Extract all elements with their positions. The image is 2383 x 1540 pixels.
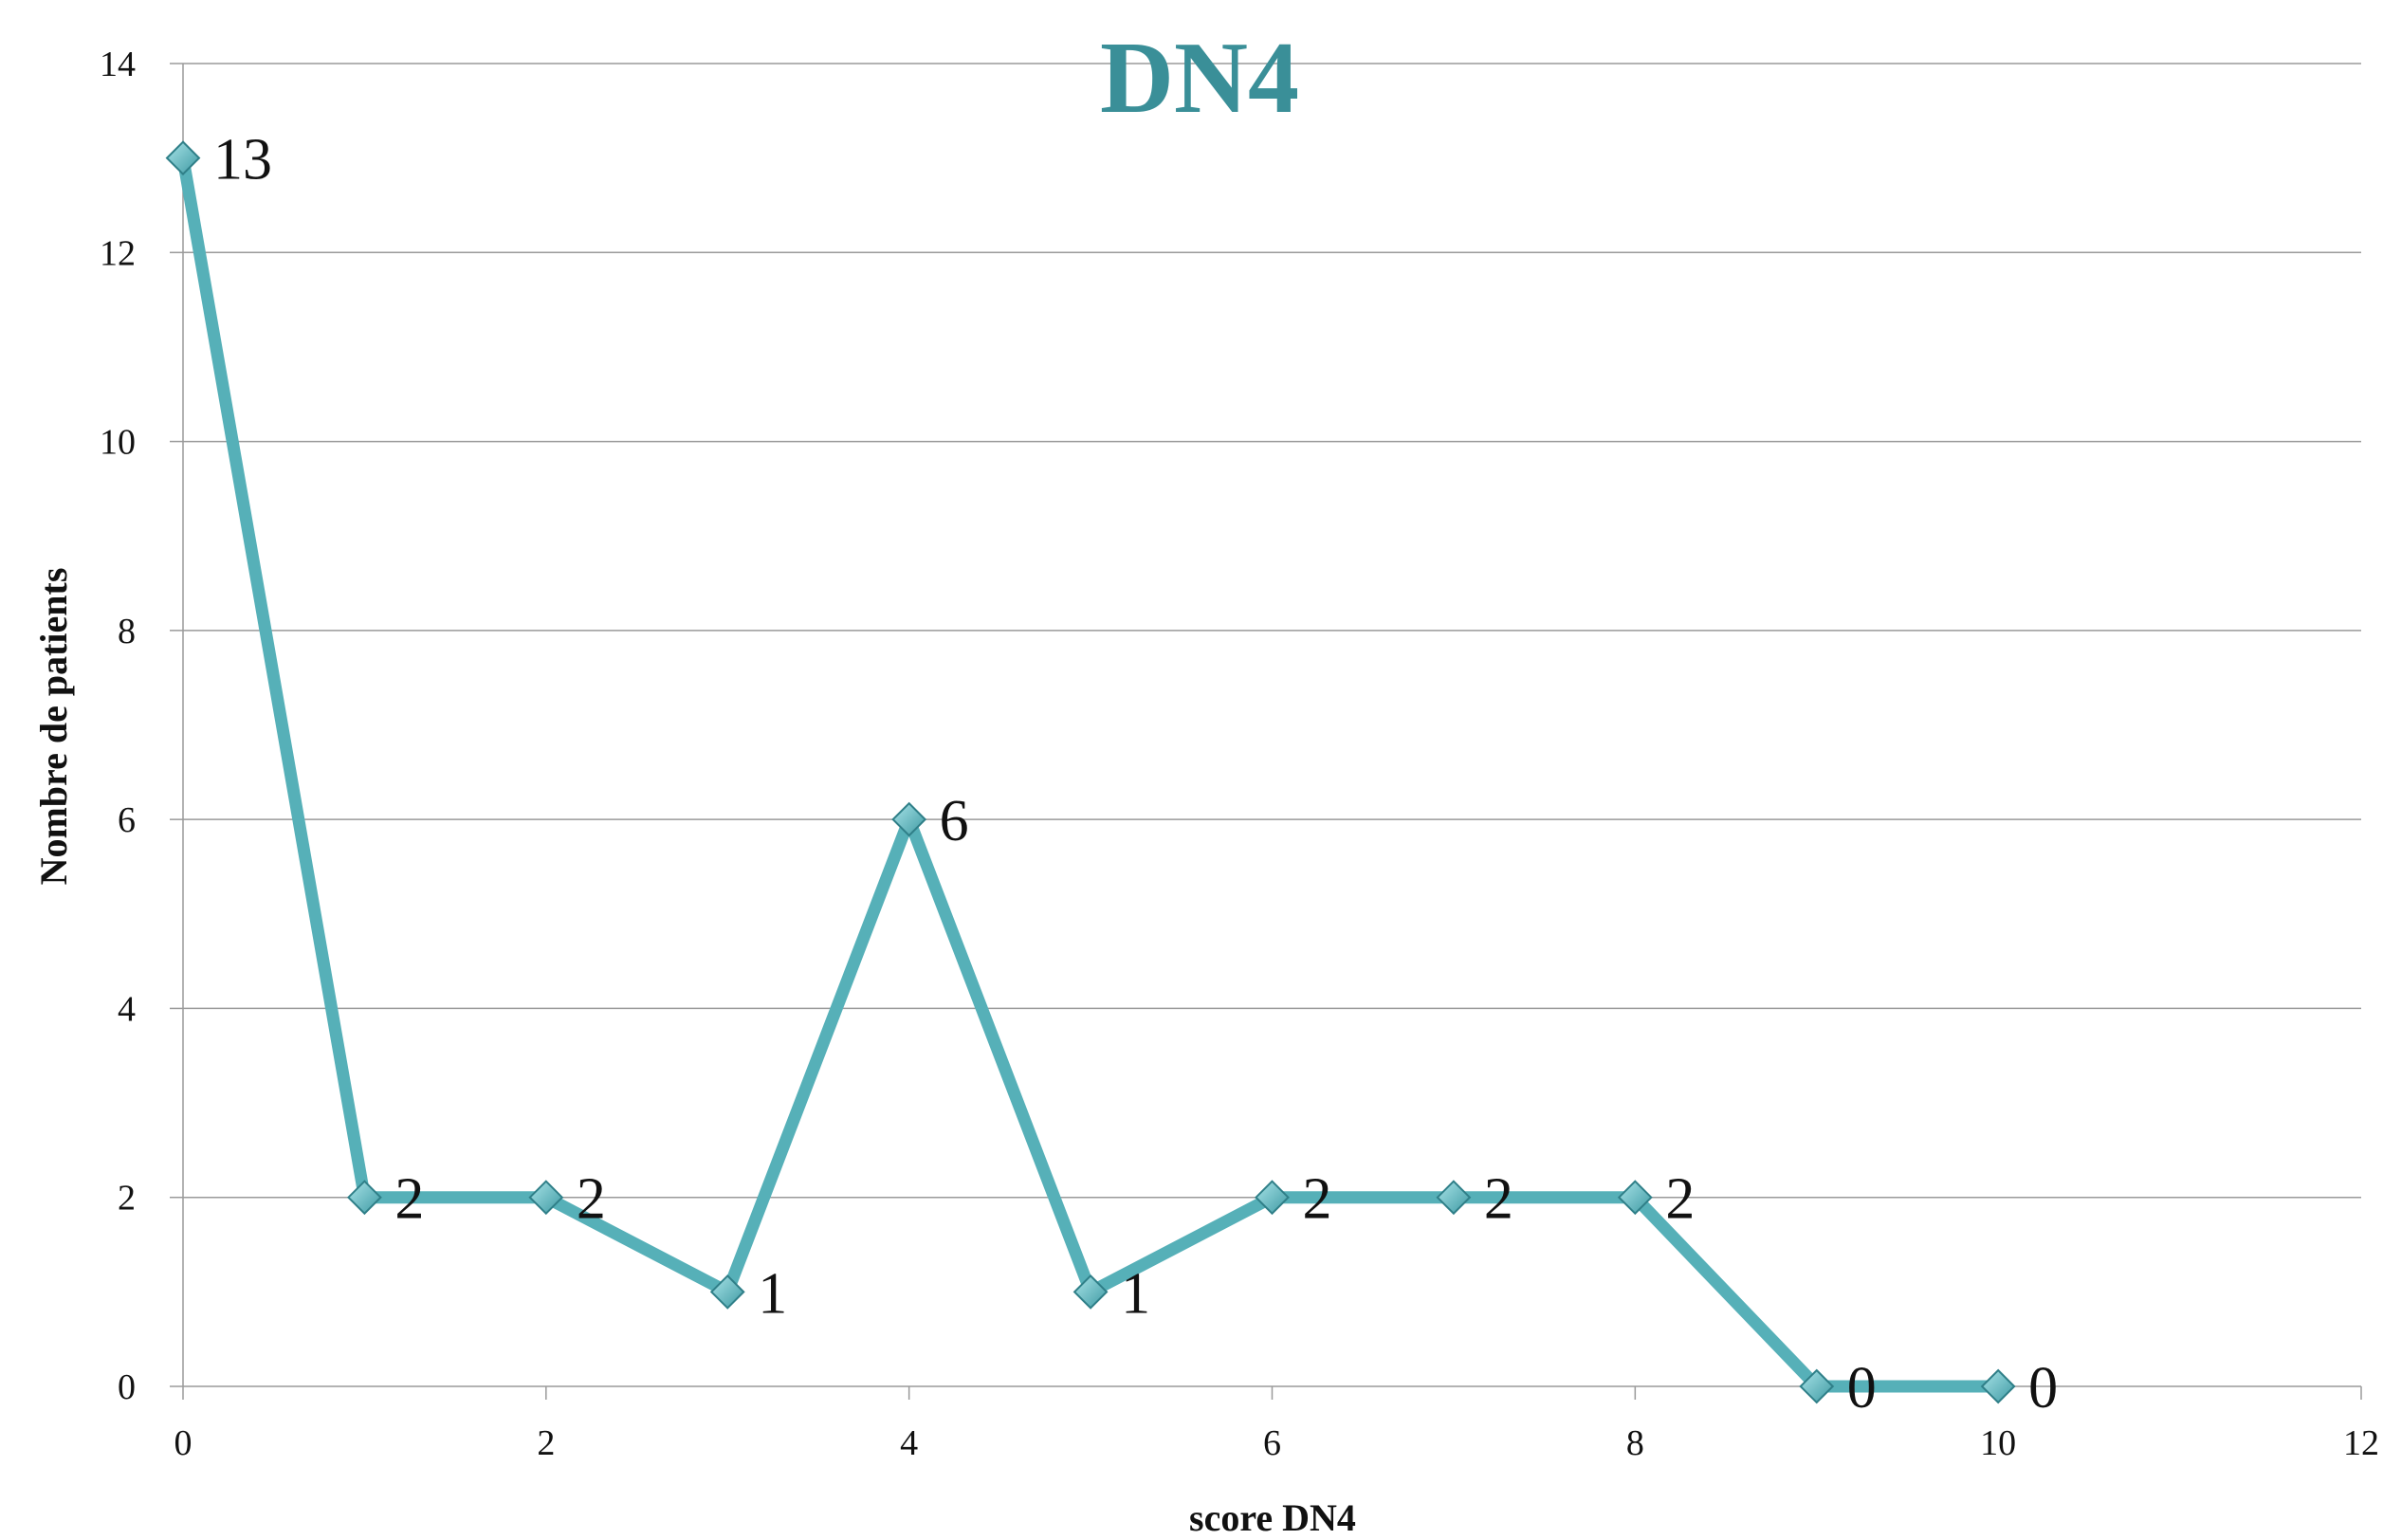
chart-title: DN4 [1100, 22, 1299, 135]
y-tick-label: 4 [118, 989, 136, 1029]
data-label: 2 [1665, 1167, 1695, 1232]
x-tick-label: 2 [537, 1423, 555, 1463]
data-point-marker [1436, 1180, 1472, 1216]
data-label: 2 [577, 1167, 606, 1232]
data-label: 1 [1121, 1261, 1150, 1326]
data-label: 2 [394, 1167, 424, 1232]
data-label: 0 [2028, 1356, 2058, 1421]
data-label: 13 [213, 128, 272, 192]
data-point-marker [1072, 1274, 1109, 1310]
data-point-marker [891, 801, 927, 837]
data-point-marker [528, 1180, 564, 1216]
y-tick-label: 6 [118, 800, 136, 840]
data-point-marker [165, 140, 201, 176]
gridlines [183, 63, 2361, 1199]
data-point-marker [1255, 1180, 1290, 1216]
y-tick-label: 14 [100, 45, 136, 84]
x-axis-title: score DN4 [1189, 1496, 1356, 1539]
data-point-marker [1617, 1180, 1653, 1216]
data-label: 6 [940, 789, 969, 853]
data-point-marker [709, 1274, 745, 1310]
x-tick-label: 12 [2343, 1423, 2379, 1463]
data-label: 2 [1303, 1167, 1332, 1232]
y-tick-label: 10 [100, 423, 136, 463]
data-point-marker [1980, 1368, 2016, 1404]
x-tick-label: 0 [174, 1423, 192, 1463]
y-axis-title: Nombre de patients [32, 568, 75, 886]
data-point-marker [1799, 1368, 1835, 1404]
y-tick-label: 12 [100, 233, 136, 273]
y-tick-label: 0 [118, 1367, 136, 1407]
x-tick-label: 6 [1263, 1423, 1281, 1463]
data-markers [165, 140, 2016, 1404]
data-labels: 13 2 2 1 6 1 2 2 2 0 0 [213, 128, 2058, 1421]
data-label: 1 [758, 1261, 787, 1326]
series-line-0 [176, 152, 2005, 1393]
x-tick-label: 4 [900, 1423, 918, 1463]
data-label: 2 [1484, 1167, 1513, 1232]
data-point-marker [347, 1180, 382, 1216]
data-label: 0 [1847, 1356, 1877, 1421]
y-tick-label: 2 [118, 1179, 136, 1219]
y-tick-label: 8 [118, 612, 136, 651]
series-line [176, 152, 2005, 1393]
x-tick-label: 10 [1980, 1423, 2016, 1463]
x-tick-label: 8 [1626, 1423, 1644, 1463]
